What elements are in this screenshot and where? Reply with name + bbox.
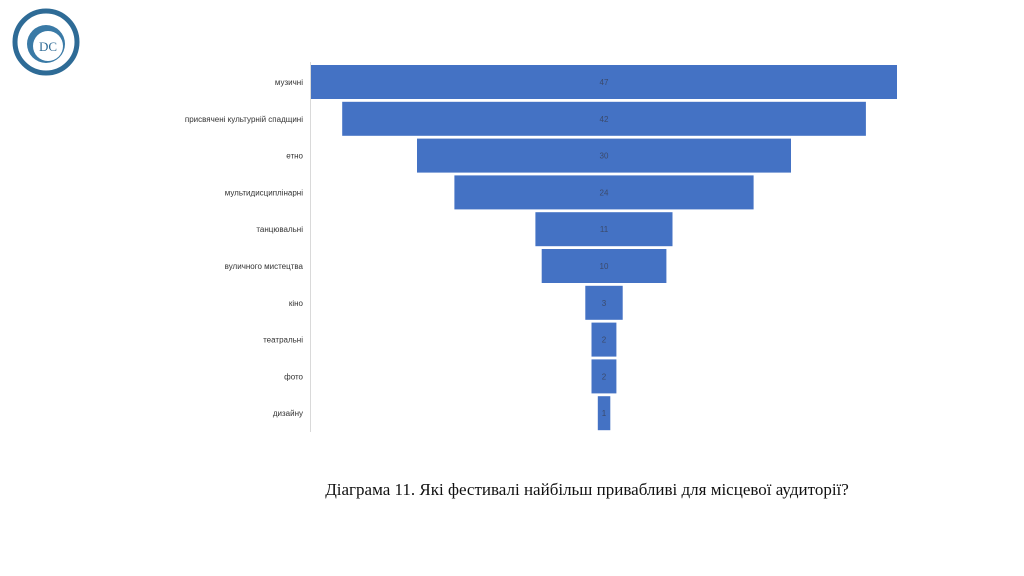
chart-caption: Діаграма 11. Які фестивалі найбільш прив… [325,480,849,499]
funnel-bar [591,359,617,394]
funnel-bar [535,212,673,247]
bar-value-label: 2 [602,372,607,381]
category-label: дизайну [273,409,303,418]
category-label: етно [286,152,303,161]
bar-value-label: 10 [600,262,609,271]
funnel-bar [597,396,611,431]
category-label: музичні [275,78,303,87]
category-label: мультидисциплінарні [225,188,303,197]
category-label: театральні [263,336,303,345]
category-label: вуличного мистецтва [225,262,304,271]
bar-value-label: 47 [600,78,609,87]
funnel-chart: 47 музичні 42 присвячені культурній спадщин… [185,62,897,432]
logo-letters: DC [39,39,57,54]
funnel-bar [541,249,667,283]
bar-value-label: 42 [600,115,609,124]
bar-value-label: 1 [602,409,607,418]
bar-value-label: 3 [602,299,607,308]
category-label: танцювальні [256,225,303,234]
funnel-bar [585,285,623,320]
funnel-bar [311,65,897,99]
category-label: присвячені культурній спадщині [185,115,303,124]
bar-value-label: 24 [600,188,609,197]
bar-value-label: 2 [602,336,607,345]
funnel-bar [417,138,791,173]
funnel-bar [342,101,866,136]
logo: DC [12,8,80,76]
funnel-bar [591,322,617,357]
bar-value-label: 30 [600,152,609,161]
funnel-bar [454,175,754,210]
category-label: фото [284,372,303,381]
bar-value-label: 11 [600,225,609,234]
category-label: кіно [289,299,304,308]
